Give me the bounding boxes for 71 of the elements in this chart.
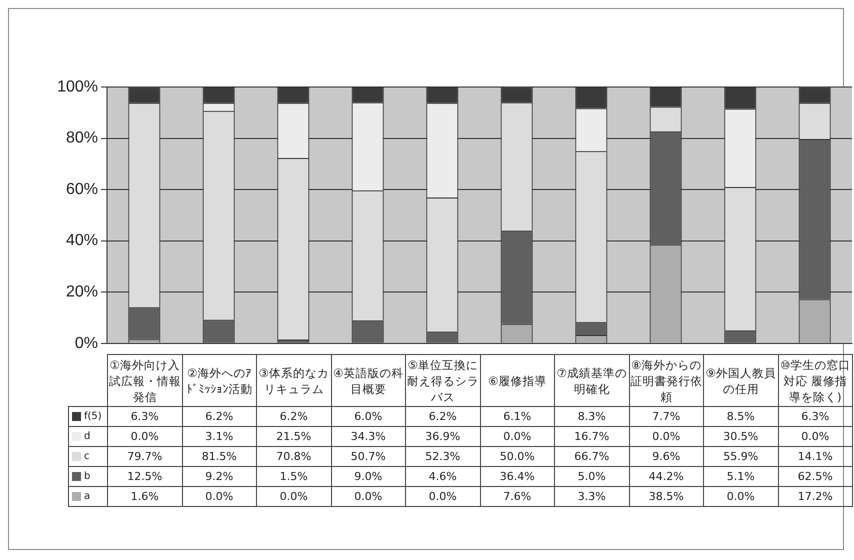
legend-label: d [68,426,108,446]
legend-label: a [68,486,108,506]
data-label: 3.3% [554,486,629,506]
x-tick-label: ⑨外国人教員の任用 [704,354,778,406]
x-tick-label: ⑧海外からの証明書発行依頼 [629,354,704,406]
x-tick-label: ④英語版の科目概要 [331,354,406,406]
data-label: 0.0% [778,426,852,446]
data-label: 0.0% [480,426,554,446]
data-label: 0.0% [704,486,778,506]
data-label: 1.5% [256,466,331,486]
data-label: 14.1% [778,446,852,466]
data-label: 12.5% [108,466,182,486]
legend-label: b [68,466,108,486]
data-label: 5.0% [554,466,629,486]
x-tick-label: ②海外へのｱﾄﾞﾐｯｼｮﾝ活動 [182,354,256,406]
data-label: 0.0% [331,486,406,506]
data-label: 36.4% [480,466,554,486]
x-tick-label: ⑤単位互換に耐え得るシラバス [406,354,480,406]
legend-label: c [68,446,108,466]
data-label: 0.0% [256,486,331,506]
data-label: 6.2% [182,406,256,426]
data-label: 6.3% [108,406,182,426]
x-tick-label: ⑩学生の窓口対応 履修指導を除く) [778,354,852,406]
data-label: 8.5% [704,406,778,426]
x-tick-label: ⑦成績基準の明確化 [554,354,629,406]
data-label: 79.7% [108,446,182,466]
y-tick-label: 20% [66,284,98,301]
data-label: 6.2% [406,406,480,426]
data-label: 0.0% [629,426,704,446]
data-label: 7.6% [480,486,554,506]
data-label: 5.1% [704,466,778,486]
data-label: 0.0% [182,486,256,506]
data-label: 52.3% [406,446,480,466]
x-tick-label: ⑥履修指導 [480,354,554,406]
y-tick-label: 40% [66,232,98,250]
data-label: 9.2% [182,466,256,486]
data-label: 62.5% [778,466,852,486]
data-label: 7.7% [629,406,704,426]
data-label: 4.6% [406,466,480,486]
data-label: 6.3% [778,406,852,426]
data-label: 3.1% [182,426,256,446]
data-label: 9.6% [629,446,704,466]
data-label: 36.9% [406,426,480,446]
data-label: 8.3% [554,406,629,426]
data-label: 6.1% [480,406,554,426]
data-label: 9.0% [331,466,406,486]
data-label: 21.5% [256,426,331,446]
data-label: 70.8% [256,446,331,466]
data-label: 17.2% [778,486,852,506]
y-tick-label: 0% [74,334,98,352]
x-tick-label: ③体系的なカリキュラム [256,354,331,406]
data-label: 0.0% [406,486,480,506]
legend-label: f(5) [68,406,108,426]
data-label: 34.3% [331,426,406,446]
y-tick-label: 80% [66,130,98,147]
data-label: 1.6% [108,486,182,506]
data-label: 50.0% [480,446,554,466]
data-label: 66.7% [554,446,629,466]
data-label: 16.7% [554,426,629,446]
data-label: 38.5% [629,486,704,506]
data-label: 44.2% [629,466,704,486]
x-tick-label: ①海外向け入試広報・情報発信 [108,354,182,406]
y-tick-label: 100% [57,78,98,96]
data-label: 0.0% [108,426,182,446]
data-label: 6.0% [331,406,406,426]
data-label: 81.5% [182,446,256,466]
data-label: 55.9% [704,446,778,466]
data-label: 50.7% [331,446,406,466]
data-label: 6.2% [256,406,331,426]
y-tick-label: 60% [66,180,98,198]
data-label: 30.5% [704,426,778,446]
